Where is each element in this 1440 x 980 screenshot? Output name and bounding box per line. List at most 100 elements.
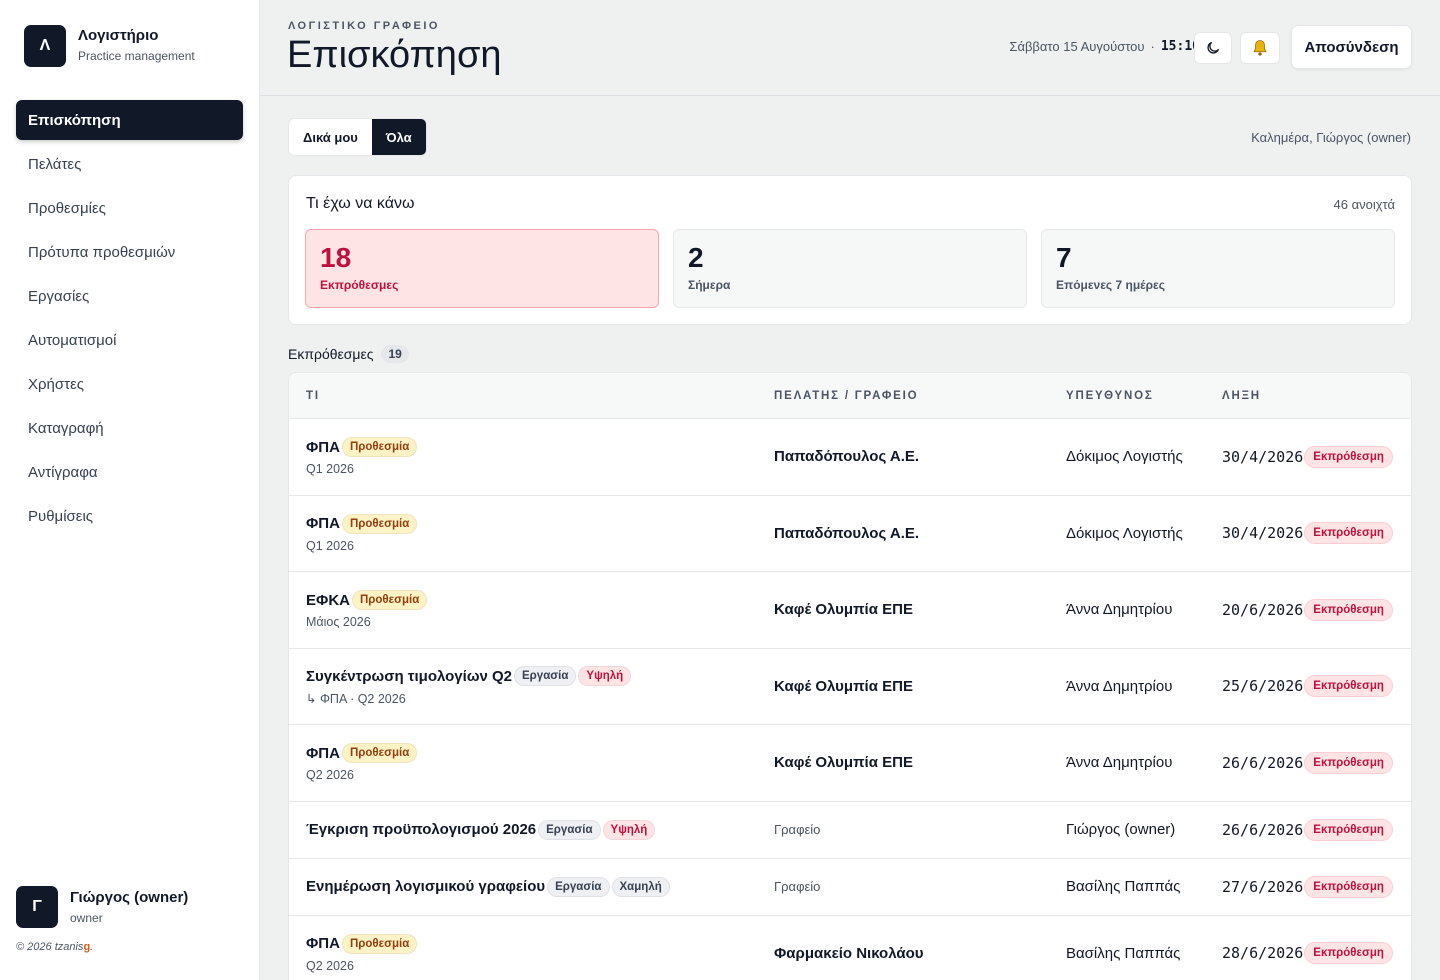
- due-date: 20/6/2026: [1222, 600, 1304, 619]
- assignee: Άννα Δημητρίου: [1066, 754, 1173, 772]
- tab[interactable]: Όλα: [371, 119, 426, 155]
- overdue-heading: Εκπρόθεσμες 19: [288, 345, 409, 363]
- badge: Υψηλή: [578, 666, 632, 687]
- badge: Προθεσμία: [351, 590, 428, 611]
- table-row[interactable]: ΦΠΑ Προθεσμία Q1 2026 Παπαδόπουλος Α.Ε. Δόκι…: [289, 496, 1411, 572]
- greeting: Καλημέρα, Γιώργος (owner): [1251, 130, 1411, 145]
- due-date: 26/6/2026: [1222, 753, 1304, 772]
- todo-title: Τι έχω να κάνω: [306, 195, 415, 212]
- table-row[interactable]: ΦΠΑ Προθεσμία Q2 2026 Φαρμακείο Νικολάου Βασ…: [289, 916, 1411, 980]
- datetime: Σάββατο 15 Αυγούστου · 15:10: [1009, 39, 1200, 54]
- logout-button[interactable]: Αποσύνδεση: [1291, 25, 1412, 69]
- badge: Προθεσμία: [341, 513, 418, 534]
- task-subtitle: Q2 2026: [306, 768, 354, 783]
- task-title: Συγκέντρωση τιμολογίων Q2: [306, 667, 513, 685]
- column-header: ΥΠΕΥΘΥΝΟΣ: [1066, 389, 1154, 402]
- task-cell: ΦΠΑ Προθεσμία Q1 2026: [289, 513, 774, 553]
- assignee: Άννα Δημητρίου: [1066, 677, 1173, 695]
- assignee: Άννα Δημητρίου: [1066, 601, 1173, 619]
- nav-item[interactable]: Εργασίες: [28, 287, 90, 305]
- stat-label: Εκπρόθεσμες: [320, 278, 399, 292]
- user-name: Γιώργος (owner): [70, 889, 189, 906]
- assignee: Δόκιμος Λογιστής: [1066, 524, 1183, 542]
- nav-item[interactable]: Χρήστες: [28, 375, 84, 393]
- table-row[interactable]: Ενημέρωση λογισμικού γραφείου Εργασία Χαμη…: [289, 859, 1411, 916]
- nav-item[interactable]: Καταγραφή: [28, 419, 104, 437]
- nav-item[interactable]: Ρυθμίσεις: [28, 507, 94, 525]
- todo-panel: Τι έχω να κάνω 46 ανοιχτά 18 Εκπρόθεσμες 2…: [288, 175, 1412, 325]
- table-row[interactable]: ΦΠΑ Προθεσμία Q2 2026 Καφέ Ολυμπία ΕΠΕ Άννα …: [289, 725, 1411, 802]
- due-date: 27/6/2026: [1222, 877, 1304, 896]
- due-cell: 25/6/2026 Εκπρόθεσμη: [1222, 675, 1411, 698]
- client: Καφέ Ολυμπία ΕΠΕ: [774, 601, 913, 619]
- due-cell: 26/6/2026 Εκπρόθεσμη: [1222, 751, 1411, 774]
- notifications[interactable]: [1240, 32, 1280, 64]
- assignee: Δόκιμος Λογιστής: [1066, 448, 1183, 466]
- table-body: ΦΠΑ Προθεσμία Q1 2026 Παπαδόπουλος Α.Ε. Δόκι…: [289, 419, 1411, 980]
- due-cell: 20/6/2026 Εκπρόθεσμη: [1222, 598, 1411, 621]
- nav-item[interactable]: Επισκόπηση: [16, 100, 243, 140]
- client: Καφέ Ολυμπία ΕΠΕ: [774, 677, 913, 695]
- task-cell: ΦΠΑ Προθεσμία Q2 2026: [289, 743, 774, 782]
- task-title-line: ΦΠΑ Προθεσμία: [306, 437, 774, 458]
- table-row[interactable]: Συγκέντρωση τιμολογίων Q2 Εργασία Υψηλή ↳ Φ…: [289, 649, 1411, 725]
- badge: Προθεσμία: [341, 437, 418, 458]
- nav: Επισκόπηση Πελάτες Προθεσμίες Πρότυπα προθε…: [16, 100, 243, 540]
- task-title-line: Ενημέρωση λογισμικού γραφείου Εργασία Χαμη…: [306, 876, 774, 897]
- stat-card[interactable]: 7 Επόμενες 7 ημέρες: [1041, 229, 1395, 308]
- stat-card[interactable]: 2 Σήμερα: [673, 229, 1027, 308]
- badge: Εργασία: [538, 819, 601, 840]
- nav-item[interactable]: Πελάτες: [28, 155, 82, 173]
- task-title: Ενημέρωση λογισμικού γραφείου: [306, 878, 546, 895]
- task-title: ΕΦΚΑ: [306, 591, 350, 609]
- section-title: Εκπρόθεσμες: [288, 346, 374, 362]
- theme-toggle[interactable]: [1194, 32, 1232, 64]
- eyebrow: ΛΟΓΙΣΤΙΚΟ ΓΡΑΦΕΙΟ: [288, 20, 440, 32]
- badge: Χαμηλή: [611, 876, 670, 897]
- scope-tabs: Δικά μου Όλα: [288, 118, 427, 156]
- task-title-line: ΦΠΑ Προθεσμία: [306, 743, 774, 764]
- nav-item[interactable]: Πρότυπα προθεσμιών: [28, 243, 176, 261]
- stat-card[interactable]: 18 Εκπρόθεσμες: [305, 229, 659, 308]
- task-title: Έγκριση προϋπολογισμού 2026: [306, 821, 537, 838]
- task-cell: Ενημέρωση λογισμικού γραφείου Εργασία Χαμη…: [289, 876, 774, 897]
- task-title: ΦΠΑ: [306, 515, 340, 533]
- table-row[interactable]: ΕΦΚΑ Προθεσμία Μάιος 2026 Καφέ Ολυμπία ΕΠΕ Ά…: [289, 572, 1411, 649]
- badge: Εργασία: [514, 666, 577, 687]
- status-badge: Εκπρόθεσμη: [1304, 522, 1393, 545]
- task-title-line: ΦΠΑ Προθεσμία: [306, 513, 774, 534]
- separator: ·: [1150, 39, 1155, 54]
- due-cell: 28/6/2026 Εκπρόθεσμη: [1222, 942, 1411, 965]
- moon-icon: [1207, 42, 1219, 54]
- table-row[interactable]: ΦΠΑ Προθεσμία Q1 2026 Παπαδόπουλος Α.Ε. Δόκι…: [289, 419, 1411, 496]
- due-date: 26/6/2026: [1222, 820, 1304, 839]
- open-count: 46 ανοιχτά: [1333, 197, 1396, 212]
- nav-item[interactable]: Αντίγραφα: [28, 463, 98, 481]
- due-date: 28/6/2026: [1222, 944, 1304, 963]
- badge: Προθεσμία: [341, 743, 418, 764]
- column-header: ΛΗΞΗ: [1222, 389, 1261, 402]
- task-subtitle: ↳ ΦΠΑ · Q2 2026: [306, 692, 406, 707]
- brand-mark: g: [83, 941, 91, 953]
- task-title-line: ΕΦΚΑ Προθεσμία: [306, 590, 774, 611]
- footer: © 2026 tzanisg.: [16, 941, 93, 953]
- client: Γραφείο: [774, 879, 821, 894]
- tab[interactable]: Δικά μου: [303, 129, 358, 145]
- overdue-count: 19: [381, 345, 409, 363]
- assignee: Γιώργος (owner): [1066, 821, 1176, 838]
- nav-item[interactable]: Αυτοματισμοί: [28, 331, 117, 349]
- status-badge: Εκπρόθεσμη: [1304, 445, 1393, 468]
- table-row[interactable]: Έγκριση προϋπολογισμού 2026 Εργασία Υψηλή Γ…: [289, 802, 1411, 859]
- status-badge: Εκπρόθεσμη: [1304, 598, 1393, 621]
- date: Σάββατο 15 Αυγούστου: [1009, 39, 1145, 54]
- stat-label: Σήμερα: [688, 278, 731, 292]
- task-cell: ΕΦΚΑ Προθεσμία Μάιος 2026: [289, 590, 774, 629]
- nav-item[interactable]: Προθεσμίες: [28, 199, 106, 217]
- stat-label: Επόμενες 7 ημέρες: [1056, 278, 1165, 292]
- task-cell: ΦΠΑ Προθεσμία Q2 2026: [289, 933, 774, 973]
- app-name: Λογιστήριο: [78, 27, 159, 44]
- client: Γραφείο: [774, 822, 821, 837]
- badge: Εργασία: [547, 876, 610, 897]
- task-cell: Συγκέντρωση τιμολογίων Q2 Εργασία Υψηλή ↳ Φ…: [289, 666, 774, 706]
